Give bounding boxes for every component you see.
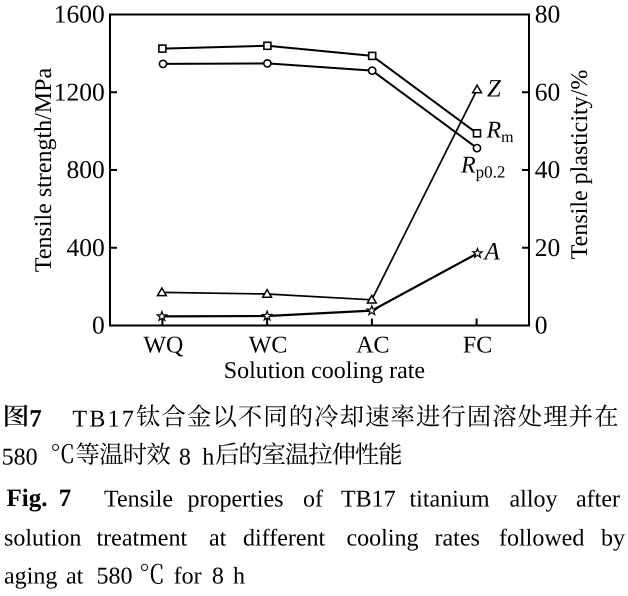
svg-text:titanium: titanium (410, 486, 490, 512)
svg-text:0: 0 (535, 311, 548, 340)
svg-text:800: 800 (67, 155, 105, 184)
svg-text:60: 60 (535, 77, 561, 106)
svg-text:TB17: TB17 (72, 406, 133, 432)
svg-text:of: of (303, 486, 323, 512)
svg-text:A: A (483, 238, 501, 265)
svg-text:AC: AC (356, 333, 389, 359)
svg-text:Tensile plasticity/%: Tensile plasticity/% (567, 70, 593, 260)
svg-text:h: h (233, 564, 245, 590)
svg-text:treatment: treatment (97, 526, 188, 552)
svg-text:WC: WC (249, 333, 288, 359)
svg-text:solution: solution (4, 526, 81, 552)
svg-text:followed: followed (499, 526, 584, 552)
svg-text:0: 0 (92, 311, 105, 340)
svg-text:Z: Z (487, 76, 502, 103)
svg-text:properties: properties (188, 486, 284, 512)
svg-text:580: 580 (2, 444, 38, 470)
svg-text:580: 580 (97, 564, 133, 590)
svg-text:h: h (202, 444, 214, 470)
svg-text:at: at (66, 564, 84, 590)
svg-text:7: 7 (59, 485, 72, 512)
svg-text:TB17: TB17 (341, 486, 396, 512)
svg-text:alloy: alloy (510, 486, 558, 512)
svg-text:by: by (601, 526, 625, 552)
svg-text:80: 80 (535, 0, 561, 29)
svg-text:1200: 1200 (54, 77, 105, 106)
svg-text:different: different (243, 526, 326, 552)
svg-text:Rp0.2: Rp0.2 (460, 153, 505, 182)
svg-text:1600: 1600 (54, 0, 105, 29)
svg-text:Tensile strength/MPa: Tensile strength/MPa (31, 68, 57, 273)
svg-text:rates: rates (435, 526, 480, 552)
svg-text:WQ: WQ (143, 333, 183, 359)
svg-text:8: 8 (179, 444, 191, 470)
svg-text:20: 20 (535, 233, 561, 262)
svg-text:40: 40 (535, 155, 561, 184)
svg-text:Tensile: Tensile (104, 486, 173, 512)
svg-text:after: after (576, 486, 620, 512)
svg-text:for: for (174, 564, 202, 590)
svg-text:7: 7 (29, 405, 42, 432)
svg-text:Rm: Rm (486, 117, 515, 146)
svg-text:400: 400 (67, 233, 105, 262)
svg-text:aging: aging (4, 564, 57, 590)
svg-text:at: at (209, 526, 227, 552)
svg-text:Solution cooling rate: Solution cooling rate (224, 358, 425, 384)
svg-text:Fig.: Fig. (7, 485, 48, 512)
svg-text:FC: FC (463, 333, 492, 359)
svg-text:8: 8 (212, 564, 224, 590)
svg-text:cooling: cooling (347, 526, 419, 552)
